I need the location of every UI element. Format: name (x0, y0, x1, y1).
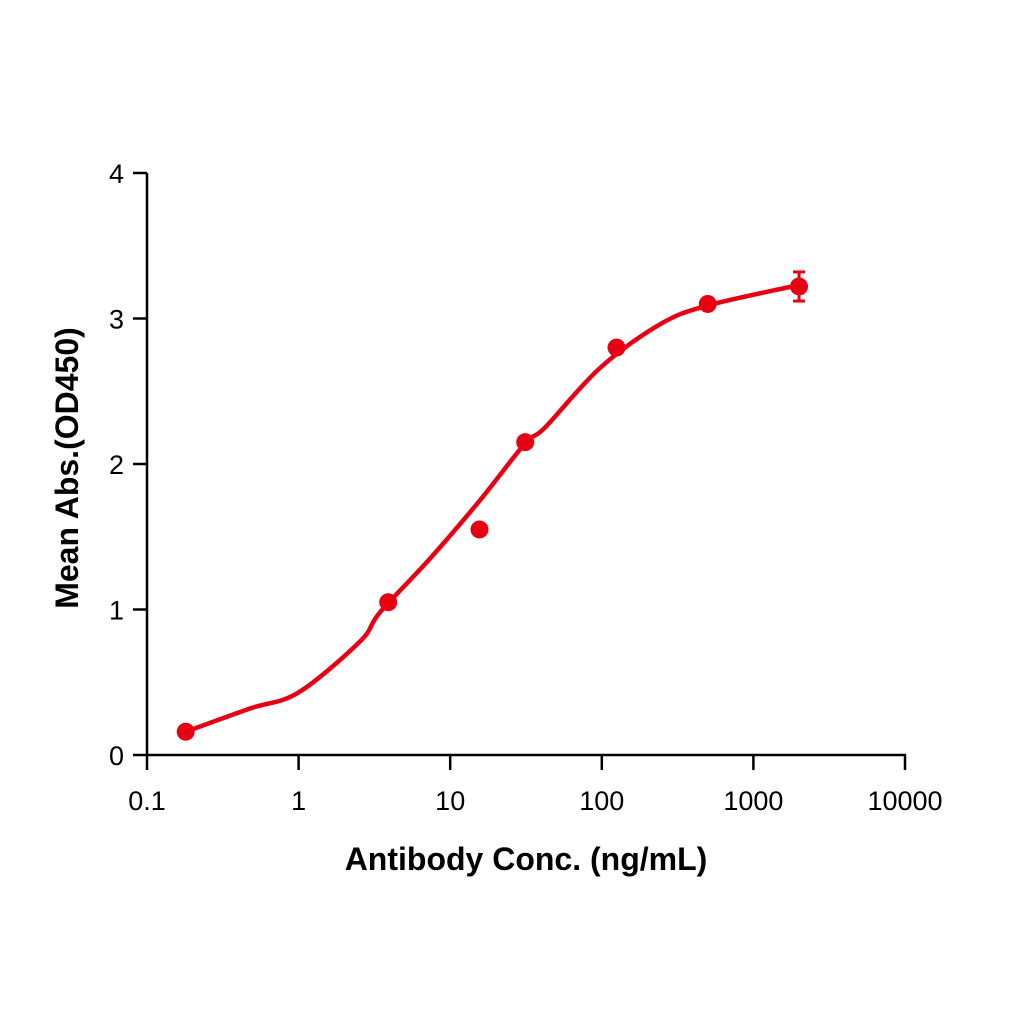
data-point (176, 722, 195, 741)
data-point (607, 338, 626, 357)
y-tick-label: 3 (109, 305, 124, 335)
x-tick-label: 0.1 (128, 786, 166, 816)
x-tick-label: 100 (579, 786, 624, 816)
x-tick-label: 10000 (867, 786, 942, 816)
x-axis-title: Antibody Conc. (ng/mL) (345, 841, 708, 877)
fit-curve (183, 282, 802, 734)
y-tick-label: 1 (109, 596, 124, 626)
x-tick-label: 10 (435, 786, 465, 816)
data-point (470, 520, 489, 539)
y-tick-label: 2 (109, 450, 124, 480)
data-points (176, 270, 809, 741)
y-axis-title: Mean Abs.(OD450) (49, 327, 85, 609)
x-tick-label: 1 (291, 786, 306, 816)
y-tick-label: 0 (109, 741, 124, 771)
data-point (790, 277, 809, 296)
x-tick-label: 1000 (723, 786, 783, 816)
y-ticks: 0 1 2 3 4 (109, 159, 147, 771)
x-ticks: 0.1 1 10 100 1000 10000 (128, 755, 943, 816)
data-point (379, 593, 398, 612)
axes: 0 1 2 3 4 0.1 1 10 100 1000 10000 (109, 159, 943, 816)
y-tick-label: 4 (109, 159, 124, 189)
data-point (698, 294, 717, 313)
data-point (516, 433, 535, 452)
